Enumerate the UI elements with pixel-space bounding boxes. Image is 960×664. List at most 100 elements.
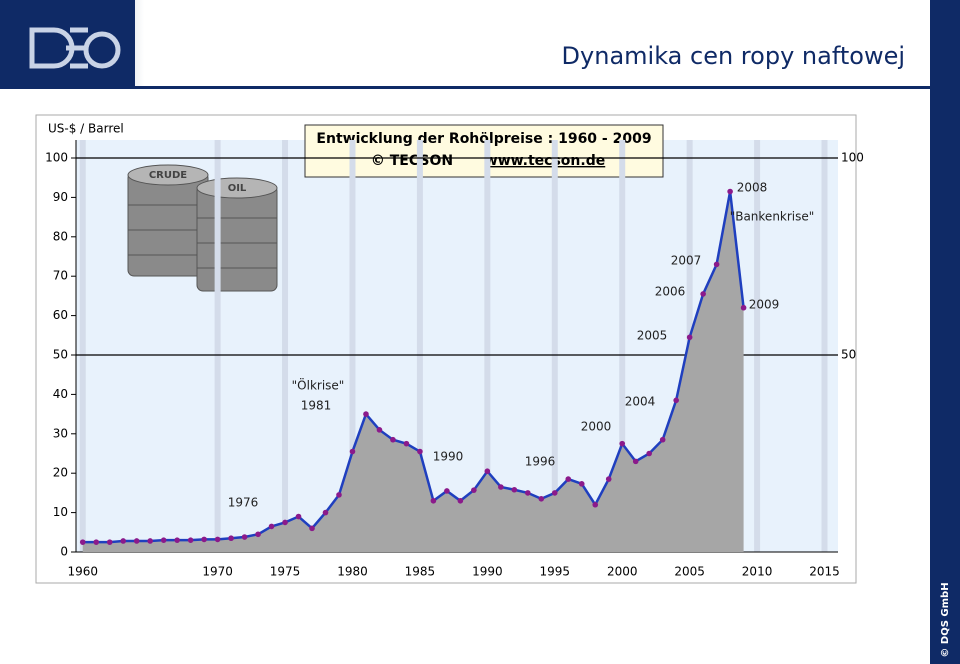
y2-tick-label: 50 bbox=[841, 348, 856, 362]
point bbox=[201, 536, 207, 543]
point bbox=[174, 537, 180, 543]
logo bbox=[29, 27, 121, 69]
x-tick-label: 1985 bbox=[405, 565, 436, 579]
barrels: CRUDE OIL bbox=[127, 164, 278, 292]
y-tick-label: 0 bbox=[60, 545, 68, 559]
y-tick-label: 100 bbox=[45, 151, 68, 165]
point bbox=[727, 188, 733, 195]
point bbox=[133, 538, 140, 544]
y-tick-label: 10 bbox=[53, 505, 68, 519]
annotation: 2005 bbox=[637, 329, 668, 343]
barrel-label: CRUDE bbox=[149, 170, 187, 181]
x-tick-label: 1995 bbox=[540, 565, 571, 579]
side-strip bbox=[930, 0, 960, 664]
x-tick-label: 1970 bbox=[202, 565, 233, 579]
point bbox=[147, 538, 153, 544]
point bbox=[444, 488, 450, 494]
point bbox=[592, 501, 599, 508]
area bbox=[82, 191, 744, 553]
x-tick-label: 1990 bbox=[472, 565, 503, 579]
point bbox=[417, 448, 423, 455]
point bbox=[659, 436, 666, 443]
point bbox=[673, 397, 679, 404]
annotation: 1996 bbox=[525, 455, 556, 469]
x-tick-label: 2010 bbox=[742, 565, 773, 579]
point bbox=[282, 519, 288, 526]
point bbox=[93, 539, 100, 545]
header-band bbox=[0, 0, 960, 88]
point bbox=[214, 536, 221, 543]
point bbox=[457, 497, 464, 504]
point bbox=[376, 427, 383, 433]
point bbox=[551, 490, 558, 496]
point bbox=[713, 261, 720, 268]
title-box bbox=[304, 124, 664, 178]
y-tick-label: 40 bbox=[53, 387, 68, 401]
point bbox=[605, 476, 612, 482]
x-tick-label: 1980 bbox=[337, 565, 368, 579]
point bbox=[619, 440, 626, 447]
point bbox=[700, 291, 706, 297]
chart-title: Entwicklung der Rohölpreise : 1960 - 200… bbox=[316, 131, 651, 147]
annotation: 2006 bbox=[655, 285, 686, 299]
y-tick-label: 50 bbox=[53, 348, 68, 362]
y-axis-label: US-$ / Barrel bbox=[48, 122, 124, 136]
y-tick-label: 20 bbox=[53, 466, 68, 480]
point bbox=[686, 334, 693, 341]
point bbox=[120, 538, 127, 544]
barrel-label: OIL bbox=[228, 183, 247, 194]
annotation: 1990 bbox=[433, 450, 464, 464]
point bbox=[632, 458, 639, 465]
point bbox=[740, 304, 747, 311]
y-tick-label: 70 bbox=[53, 269, 68, 283]
point bbox=[241, 534, 248, 540]
y-tick-label: 90 bbox=[53, 190, 68, 204]
annotation: "Ölkrise" bbox=[292, 377, 345, 393]
point bbox=[390, 436, 396, 443]
x-tick-label: 2015 bbox=[809, 565, 840, 579]
point bbox=[228, 535, 234, 542]
point bbox=[430, 497, 437, 504]
x-tick-label: 1975 bbox=[270, 565, 301, 579]
annotation: 2007 bbox=[671, 254, 702, 268]
annotation: 1976 bbox=[228, 496, 259, 510]
point bbox=[268, 523, 275, 530]
point bbox=[322, 509, 329, 516]
page-title: Dynamika cen ropy naftowej bbox=[562, 42, 905, 70]
point bbox=[106, 539, 113, 545]
annotation: 2000 bbox=[581, 420, 612, 434]
annotation: 2009 bbox=[749, 298, 780, 312]
point bbox=[255, 531, 261, 538]
x-tick-label: 2000 bbox=[607, 565, 638, 579]
logo-block bbox=[0, 0, 135, 88]
annotation: 2008 bbox=[737, 181, 768, 195]
point bbox=[538, 496, 545, 502]
point bbox=[646, 450, 652, 457]
chart-subtitle: © TECSON bbox=[371, 153, 453, 169]
annotation: "Bankenkrise" bbox=[730, 210, 815, 224]
point bbox=[511, 486, 518, 493]
y-tick-label: 30 bbox=[53, 426, 68, 440]
point bbox=[79, 539, 86, 545]
y-tick-label: 60 bbox=[53, 308, 68, 322]
point bbox=[484, 468, 491, 475]
point bbox=[187, 537, 194, 543]
header-rule bbox=[0, 86, 930, 89]
point bbox=[565, 476, 572, 482]
plot: 1960 1970 1975 1980 1985 1990 1995 2000 2005 2010… bbox=[45, 140, 864, 579]
point bbox=[471, 487, 477, 493]
point bbox=[363, 411, 369, 417]
chart-subtitle: www.tecson.de bbox=[485, 153, 605, 169]
point bbox=[403, 440, 410, 447]
point bbox=[349, 448, 356, 455]
point bbox=[295, 513, 302, 520]
point bbox=[525, 490, 531, 496]
y-tick-label: 80 bbox=[53, 229, 68, 243]
annotation: 1981 bbox=[301, 399, 332, 413]
point bbox=[578, 481, 585, 487]
y2-tick-label: 100 bbox=[841, 151, 864, 165]
x-tick-label: 2005 bbox=[674, 565, 705, 579]
annotation: 2004 bbox=[625, 395, 656, 409]
